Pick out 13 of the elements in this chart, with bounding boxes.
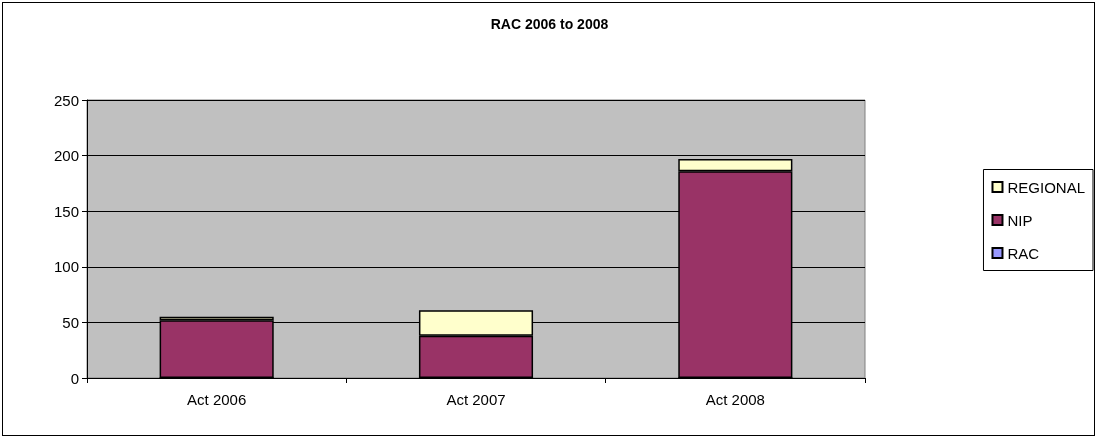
y-tick-label: 0 — [70, 369, 79, 387]
x-tick-label: Act 2007 — [446, 391, 506, 408]
y-tick-label: 250 — [53, 91, 79, 109]
y-tick-label: 150 — [53, 202, 79, 220]
chart-title: RAC 2006 to 2008 — [490, 16, 609, 32]
y-tick-label: 100 — [53, 258, 79, 276]
legend-label: REGIONAL — [1007, 178, 1086, 196]
y-tick-label: 200 — [53, 147, 79, 165]
y-tick-label: 50 — [62, 313, 79, 331]
legend-label: NIP — [1007, 211, 1033, 229]
x-tick-label: Act 2006 — [187, 391, 247, 408]
legend-label: RAC — [1007, 244, 1040, 262]
x-tick-label: Act 2008 — [705, 391, 765, 408]
